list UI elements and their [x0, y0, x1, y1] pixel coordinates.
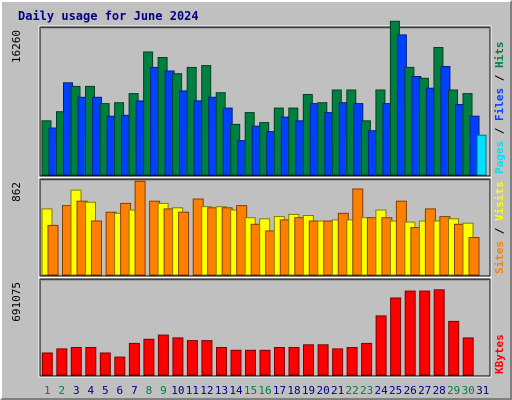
- day-label-15: 15: [244, 384, 257, 397]
- day-label-14: 14: [229, 384, 243, 397]
- bar-kbytes-day-22: [346, 347, 358, 376]
- bars-visits-sites: [41, 180, 480, 276]
- bar-kbytes-day-4: [85, 347, 97, 376]
- bar-kbytes-day-6: [114, 356, 126, 376]
- day-label-21: 21: [331, 384, 344, 397]
- bars-hits-files-pages: [41, 20, 487, 176]
- bar-sites-day-4: [91, 220, 102, 276]
- bar-sites-day-30: [468, 237, 480, 276]
- day-label-16: 16: [258, 384, 271, 397]
- legend-hits: Hits: [493, 42, 506, 69]
- bar-kbytes-day-15: [245, 349, 256, 376]
- bars-kbytes: [41, 289, 474, 376]
- bar-kbytes-day-29: [448, 320, 460, 376]
- bar-pages-day-30: [476, 134, 487, 176]
- day-label-31: 31: [476, 384, 489, 397]
- day-label-13: 13: [215, 384, 228, 397]
- day-label-17: 17: [273, 384, 286, 397]
- bar-kbytes-day-13: [216, 347, 227, 376]
- day-label-28: 28: [433, 384, 446, 397]
- bar-kbytes-day-18: [288, 347, 300, 376]
- day-label-18: 18: [287, 384, 300, 397]
- bar-kbytes-day-7: [128, 342, 140, 376]
- day-label-9: 9: [160, 384, 167, 397]
- chart-panels: 16260 Pages / Files / Hits 862 Sites / Visi…: [10, 20, 506, 378]
- bar-kbytes-day-25: [390, 297, 402, 376]
- legend-visits-sites: Sites / Visits: [493, 181, 506, 274]
- panel-bevel: [38, 25, 492, 178]
- chart-title: Daily usage for June 2024: [18, 9, 199, 23]
- bar-kbytes-day-8: [143, 338, 155, 376]
- day-label-30: 30: [462, 384, 475, 397]
- bar-kbytes-day-21: [332, 348, 344, 376]
- axis-max-label: 16260: [10, 30, 23, 63]
- panel-kbytes: 691075 KBytes: [10, 277, 506, 378]
- bar-kbytes-day-11: [186, 340, 198, 376]
- day-label-6: 6: [116, 384, 123, 397]
- day-labels: 1 2 3 4 5 6 7 8 9 10 11 12 13 14 15 16 17 18 19 20 21 22 23 24 2…: [44, 384, 489, 397]
- day-label-23: 23: [360, 384, 373, 397]
- day-label-25: 25: [389, 384, 402, 397]
- day-label-22: 22: [345, 384, 358, 397]
- bar-kbytes-day-9: [157, 334, 169, 376]
- bar-kbytes-day-23: [361, 342, 373, 376]
- bar-kbytes-day-2: [56, 348, 68, 376]
- bar-kbytes-day-24: [375, 315, 387, 376]
- day-label-5: 5: [102, 384, 109, 397]
- legend-kbytes: KBytes: [493, 334, 506, 374]
- legend-pages: Pages: [493, 141, 506, 174]
- bar-kbytes-day-28: [433, 289, 445, 376]
- bar-kbytes-day-12: [201, 340, 213, 376]
- bar-kbytes-day-14: [230, 349, 242, 376]
- day-label-4: 4: [87, 384, 94, 397]
- bar-kbytes-day-17: [274, 347, 285, 376]
- bar-kbytes-day-3: [70, 347, 82, 376]
- day-label-10: 10: [171, 384, 184, 397]
- day-label-7: 7: [131, 384, 138, 397]
- panel-visits-sites: 862 Sites / Visits: [10, 177, 506, 278]
- legend-kbytes: KBytes: [493, 334, 506, 374]
- day-label-27: 27: [418, 384, 431, 397]
- bar-kbytes-day-10: [172, 337, 184, 376]
- day-label-19: 19: [302, 384, 315, 397]
- day-label-11: 11: [186, 384, 199, 397]
- axis-max-label: 691075: [10, 282, 23, 322]
- day-label-12: 12: [200, 384, 213, 397]
- bar-kbytes-day-30: [462, 337, 474, 376]
- bar-kbytes-day-5: [99, 352, 111, 376]
- day-label-1: 1: [44, 384, 51, 397]
- legend-separator: /: [493, 121, 506, 141]
- legend-separator: /: [493, 68, 506, 88]
- bar-sites-day-1: [47, 224, 59, 276]
- bar-kbytes-day-19: [303, 344, 314, 376]
- panel-hits-files-pages: 16260 Pages / Files / Hits: [10, 20, 506, 178]
- panel-bevel: [38, 177, 492, 278]
- bar-kbytes-day-1: [41, 352, 53, 376]
- day-label-8: 8: [146, 384, 153, 397]
- legend-hits-files-pages: Pages / Files / Hits: [493, 42, 506, 175]
- day-label-2: 2: [58, 384, 65, 397]
- legend-files: Files: [493, 88, 506, 121]
- day-label-3: 3: [73, 384, 80, 397]
- day-label-26: 26: [404, 384, 417, 397]
- bar-kbytes-day-16: [259, 349, 271, 376]
- day-label-20: 20: [316, 384, 329, 397]
- bar-sites-day-7: [134, 180, 146, 276]
- day-label-29: 29: [447, 384, 460, 397]
- legend-separator: /: [493, 221, 506, 241]
- panel-bevel: [38, 277, 492, 378]
- bar-kbytes-day-20: [317, 344, 329, 376]
- bar-kbytes-day-27: [419, 290, 431, 376]
- legend-sites: Sites: [493, 241, 506, 274]
- day-label-24: 24: [374, 384, 388, 397]
- legend-visits: Visits: [493, 181, 506, 221]
- axis-max-label: 862: [10, 182, 23, 202]
- bar-sites-day-10: [178, 211, 190, 276]
- bar-kbytes-day-26: [404, 290, 416, 376]
